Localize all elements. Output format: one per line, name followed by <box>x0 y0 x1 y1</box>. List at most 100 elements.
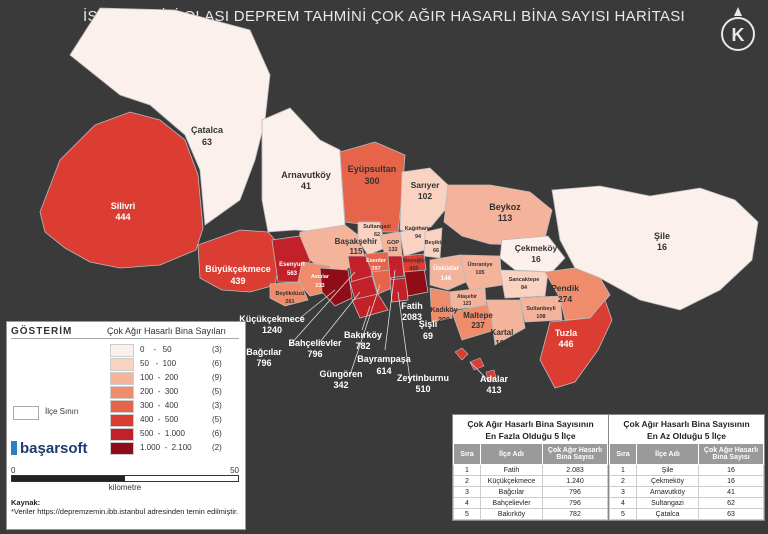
legend-count: (2) <box>212 443 222 452</box>
label-name: Bağcılar <box>246 347 282 357</box>
label-name: Esenler <box>366 258 387 264</box>
label-name: Kadıköy <box>430 307 457 314</box>
legend-swatch <box>110 428 134 441</box>
cell-count: 63 <box>698 508 764 520</box>
label-name: Üsküdar <box>433 263 459 272</box>
cell-rank: 2 <box>453 475 481 487</box>
label-name: Büyükçekmece <box>205 264 271 274</box>
label-value: 84 <box>521 285 528 291</box>
brand-logo: başarsoft <box>11 440 88 457</box>
label-name: Fatih <box>401 301 423 311</box>
legend-count: (6) <box>212 429 222 438</box>
label-value: 66 <box>433 248 439 254</box>
label-name: Beykoz <box>489 202 521 212</box>
column-header: Sıra <box>609 443 637 465</box>
label-name: GOP <box>387 240 400 246</box>
label-name: Sarıyer <box>411 180 441 190</box>
cell-rank: 4 <box>609 497 637 509</box>
legend-swatch <box>110 386 134 399</box>
label-value: 563 <box>287 271 298 277</box>
column-header: İlçe Adı <box>480 443 543 465</box>
cell-rank: 5 <box>609 508 637 520</box>
cell-count: 16 <box>698 475 764 487</box>
label-value: 782 <box>355 341 370 351</box>
legend-class: 1.000 - 2.100 (2) <box>110 442 240 455</box>
cell-count: 796 <box>542 486 608 498</box>
legend-count: (6) <box>212 359 222 368</box>
scale-min: 0 <box>11 466 16 475</box>
label-name: Tuzla <box>555 328 578 338</box>
label-name: Beylikdüzü <box>275 291 304 297</box>
label-value: 123 <box>463 301 472 307</box>
cell-district: Şile <box>636 464 699 476</box>
legend-class: 500 - 1.000 (6) <box>110 428 240 441</box>
label-value: 105 <box>475 270 484 276</box>
label-value: 16 <box>657 242 667 252</box>
legend-swatch <box>110 400 134 413</box>
label-value: 195 <box>495 339 509 348</box>
column-header: Çok Ağır Hasarlı Bina Sayısı <box>542 443 608 465</box>
label-name: Şişli <box>419 319 438 329</box>
label-value: 237 <box>471 321 485 330</box>
label-value: 796 <box>256 358 271 368</box>
cell-district: Çekmeköy <box>636 475 699 487</box>
legend-count: (3) <box>212 345 222 354</box>
cell-rank: 5 <box>453 508 481 520</box>
district-fatih <box>403 267 429 297</box>
source-text: *Veriler https://depremzemin.ibb.istanbu… <box>11 507 239 516</box>
legend-divider <box>11 338 239 339</box>
label-value: 446 <box>558 339 573 349</box>
cell-rank: 1 <box>609 464 637 476</box>
legend-class: 300 - 400 (3) <box>110 400 240 413</box>
column-header: Sıra <box>453 443 481 465</box>
label-value: 233 <box>315 283 324 289</box>
cell-count: 62 <box>698 497 764 509</box>
district-sultanbeyli <box>519 295 563 323</box>
label-name: Kartal <box>491 328 514 337</box>
district-zeytinburnu <box>389 277 409 303</box>
table-title: En Fazla Olduğu 5 İlçe <box>485 431 576 441</box>
label-value: 146 <box>441 275 452 282</box>
label-name: Arnavutköy <box>281 170 331 180</box>
label-value: 397 <box>371 266 380 272</box>
label-value: 16 <box>531 254 541 264</box>
label-name: Esenyurt <box>279 262 305 268</box>
cell-rank: 1 <box>453 464 481 476</box>
scale-unit: kilometre <box>108 483 142 492</box>
label-name: Sultangazi <box>363 224 391 230</box>
label-value: 439 <box>230 276 245 286</box>
legend-heading: GÖSTERİM <box>11 326 73 337</box>
legend-swatch <box>110 358 134 371</box>
cell-count: 16 <box>698 464 764 476</box>
label-value: 94 <box>415 234 422 240</box>
label-name: Bakırköy <box>344 330 382 340</box>
district-kucukcekmece <box>319 267 353 307</box>
label-value: 510 <box>415 384 430 394</box>
cell-rank: 3 <box>453 486 481 498</box>
legend-range: 400 - 500 <box>140 415 179 424</box>
label-value: 102 <box>418 191 432 201</box>
label-name: Ataşehir <box>457 294 477 300</box>
top5-table: Çok Ağır Hasarlı Bina Sayısının En Fazla … <box>452 414 609 521</box>
leader-lines <box>289 269 491 383</box>
district-sariyer <box>399 167 449 233</box>
cell-district: Fatih <box>480 464 543 476</box>
legend-range: 300 - 400 <box>140 401 179 410</box>
table-row: 1 Şile 16 <box>609 464 764 476</box>
cell-count: 41 <box>698 486 764 498</box>
label-value: 274 <box>558 294 572 304</box>
label-name: Güngören <box>320 369 363 379</box>
label-name: Maltepe <box>463 311 493 320</box>
table-row: 3 Arnavutköy 41 <box>609 486 764 498</box>
table-title: Çok Ağır Hasarlı Bina Sayısının <box>623 419 750 429</box>
legend-count: (5) <box>212 387 222 396</box>
table-row: 2 Küçükçekmece 1.240 <box>453 475 608 487</box>
label-value: 209 <box>438 317 450 324</box>
label-value: 796 <box>307 349 322 359</box>
label-value: 450 <box>409 266 418 272</box>
district-catalca <box>69 7 271 226</box>
district-uskudar <box>429 254 467 291</box>
bottom5-table: Çok Ağır Hasarlı Bina Sayısının En Az Old… <box>608 414 765 521</box>
brand-name: başarsoft <box>20 440 88 457</box>
cell-district: Sultangazi <box>636 497 699 509</box>
